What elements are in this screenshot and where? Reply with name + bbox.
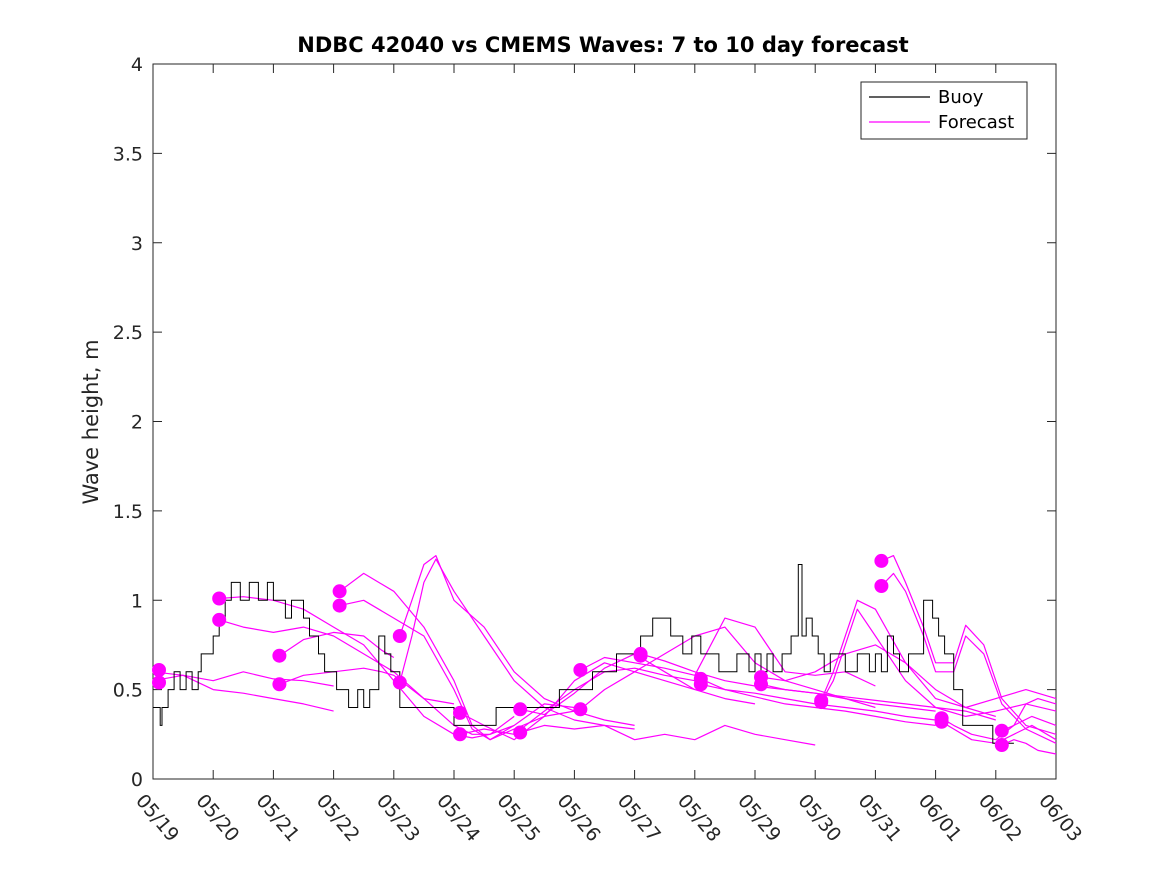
forecast-init-marker — [392, 629, 407, 643]
x-tick-label: 05/20 — [191, 790, 243, 846]
buoy-line — [153, 564, 1014, 744]
forecast-line — [399, 558, 635, 730]
forecast-line — [279, 667, 455, 705]
forecast-init-marker — [453, 705, 467, 720]
forecast-init-marker — [332, 598, 347, 613]
y-tick-label: 1.5 — [113, 501, 143, 523]
forecast-init-marker — [453, 727, 467, 742]
x-tick-label: 05/23 — [372, 790, 424, 846]
x-tick-label: 06/02 — [974, 790, 1026, 846]
forecast-init-marker — [212, 612, 227, 627]
forecast-line — [152, 671, 334, 687]
x-tick-label: 05/30 — [793, 790, 845, 846]
legend-forecast-label: Forecast — [938, 112, 1014, 133]
y-tick-label: 1 — [131, 590, 143, 612]
forecast-init-markers — [152, 553, 1009, 752]
y-axis-ticks: 0 0.5 1 1.5 2 2.5 3 3.5 4 — [113, 54, 1056, 791]
forecast-init-marker — [392, 675, 407, 690]
buoy-series-group — [153, 564, 1014, 744]
forecast-line — [1001, 739, 1057, 755]
forecast-init-marker — [573, 663, 588, 677]
chart-title: NDBC 42040 vs CMEMS Waves: 7 to 10 day f… — [297, 33, 908, 57]
forecast-init-marker — [513, 702, 528, 717]
y-tick-label: 0.5 — [113, 680, 143, 702]
forecast-init-marker — [754, 677, 768, 692]
forecast-init-marker — [994, 723, 1009, 738]
forecast-init-marker — [212, 591, 227, 606]
y-tick-label: 3.5 — [113, 143, 143, 165]
x-tick-label: 05/26 — [553, 790, 605, 846]
forecast-line — [820, 599, 1057, 709]
forecast-line — [279, 631, 395, 659]
forecast-line — [1001, 697, 1057, 732]
legend-buoy-label: Buoy — [938, 87, 984, 108]
forecast-init-marker — [152, 675, 166, 690]
forecast-init-marker — [332, 584, 347, 599]
legend: Buoy Forecast — [860, 81, 1028, 140]
x-tick-label: 05/31 — [854, 790, 906, 846]
x-tick-label: 05/21 — [252, 790, 304, 846]
x-tick-label: 06/01 — [914, 790, 966, 846]
y-tick-label: 2.5 — [113, 322, 143, 344]
forecast-line — [339, 572, 575, 741]
x-tick-label: 05/29 — [733, 790, 785, 846]
forecast-init-marker — [633, 648, 648, 663]
x-tick-label: 05/25 — [492, 790, 544, 846]
forecast-line — [580, 626, 876, 710]
forecast-init-marker — [693, 677, 708, 692]
forecast-line — [941, 715, 1057, 741]
x-tick-label: 05/22 — [312, 790, 364, 846]
x-tick-label: 05/19 — [131, 790, 183, 846]
y-tick-label: 3 — [131, 233, 143, 255]
axes-frame — [152, 63, 1057, 780]
forecast-line — [580, 617, 876, 687]
forecast-init-marker — [272, 648, 287, 663]
forecast-line — [520, 724, 816, 746]
forecast-init-marker — [874, 579, 889, 593]
forecast-init-marker — [573, 702, 588, 717]
y-tick-label: 0 — [131, 769, 143, 791]
forecast-line — [700, 683, 936, 726]
forecast-line — [760, 644, 996, 717]
forecast-init-marker — [272, 677, 287, 692]
plot-area — [152, 63, 1057, 780]
x-tick-label: 05/27 — [613, 790, 665, 846]
y-axis-label: Wave height, m — [79, 339, 103, 504]
forecast-init-marker — [994, 738, 1009, 752]
y-tick-label: 2 — [131, 412, 143, 434]
legend-box — [860, 81, 1028, 140]
x-tick-label: 06/03 — [1034, 790, 1086, 846]
forecast-init-marker — [874, 553, 889, 568]
forecast-init-marker — [814, 695, 829, 710]
x-tick-label: 05/24 — [432, 790, 484, 846]
y-tick-label: 4 — [131, 54, 143, 76]
forecast-init-marker — [152, 663, 166, 677]
forecast-line — [760, 683, 996, 721]
forecast-init-marker — [934, 714, 949, 729]
forecast-init-marker — [513, 725, 528, 740]
x-tick-label: 05/28 — [673, 790, 725, 846]
